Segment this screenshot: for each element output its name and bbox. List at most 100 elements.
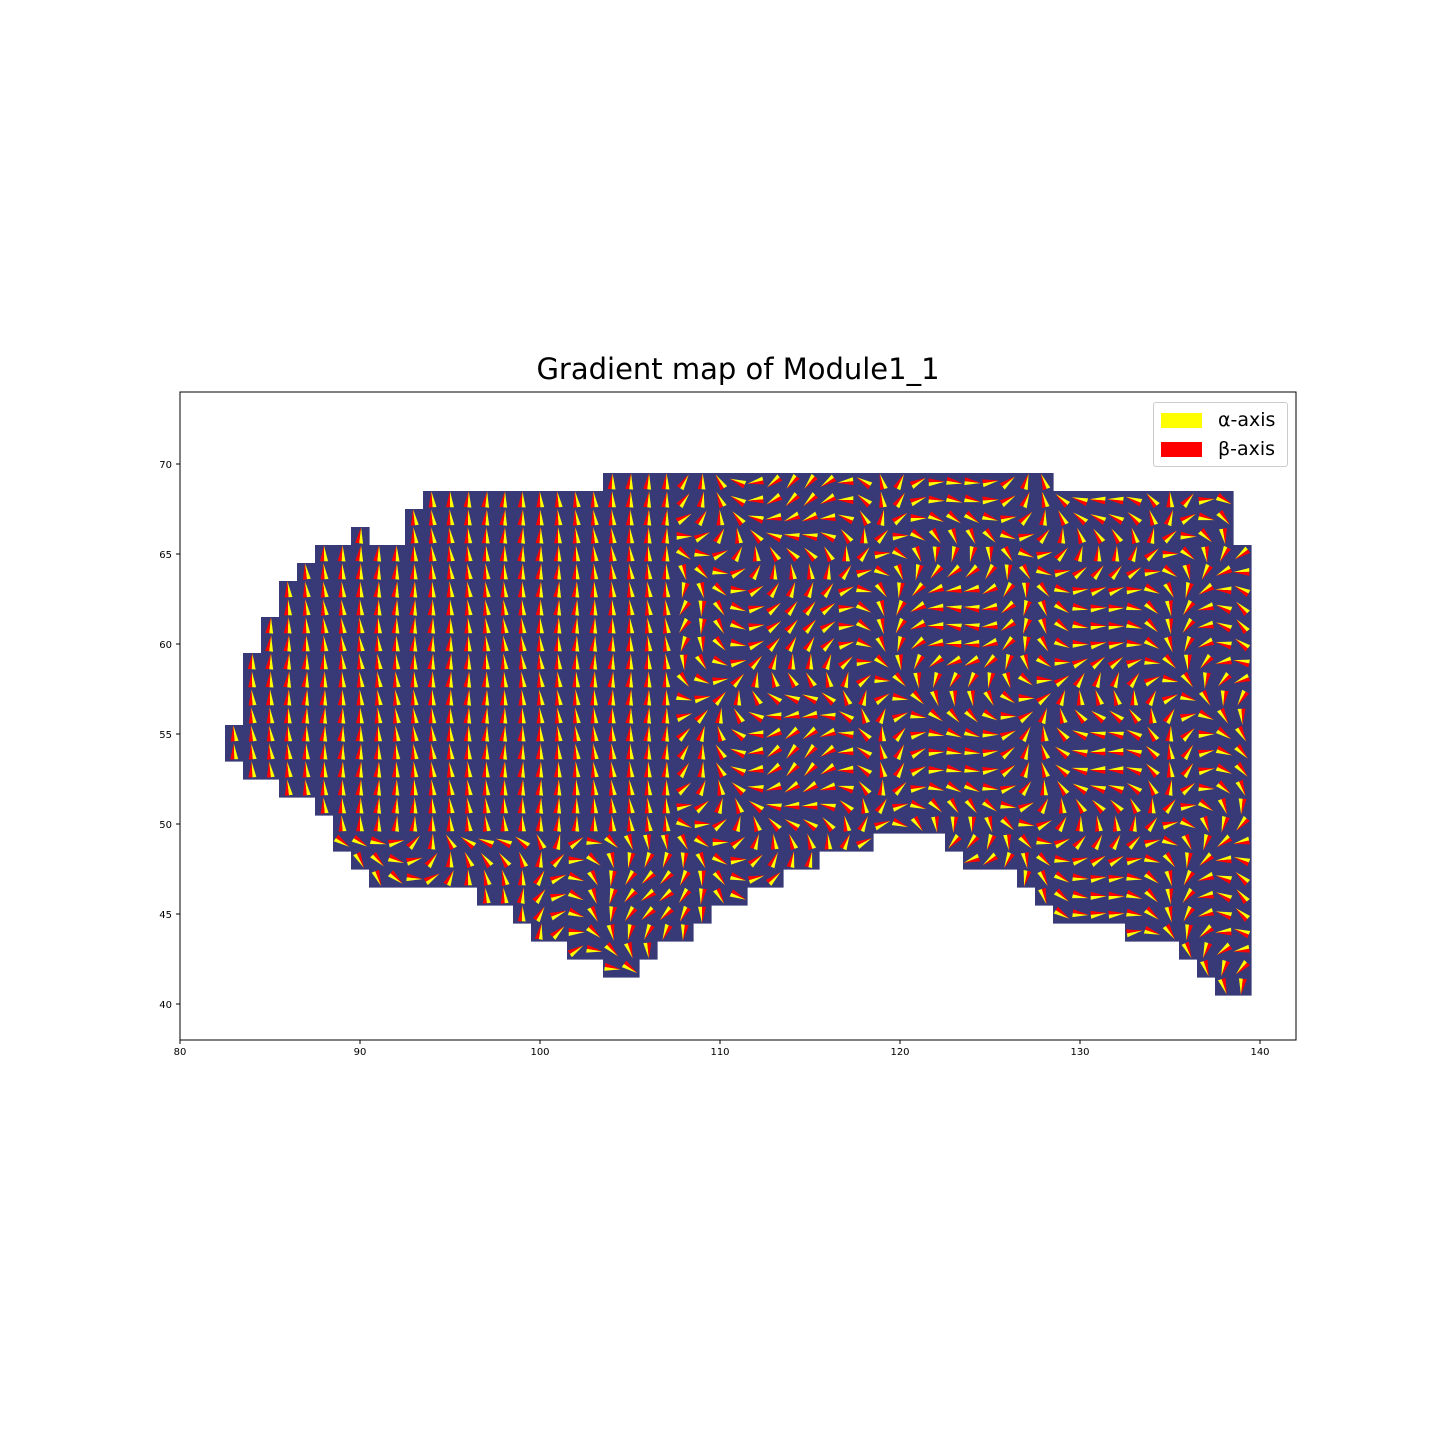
- beta-arrow-half: [338, 653, 343, 670]
- alpha-arrow-half: [773, 563, 778, 580]
- beta-arrow-half: [951, 527, 958, 545]
- beta-arrow-half: [801, 805, 818, 810]
- alpha-arrow-half: [1183, 654, 1189, 671]
- beta-arrow-half: [1235, 962, 1250, 975]
- beta-arrow-half: [481, 509, 487, 526]
- beta-arrow-half: [1071, 767, 1088, 776]
- beta-arrow-half: [838, 604, 855, 609]
- beta-arrow-half: [391, 635, 397, 652]
- alpha-arrow-half: [1180, 804, 1197, 811]
- beta-arrow-half: [891, 803, 909, 808]
- beta-arrow-half: [1090, 565, 1104, 578]
- beta-arrow-half: [1071, 730, 1087, 741]
- beta-arrow-half: [1036, 675, 1053, 681]
- alpha-arrow-half: [539, 491, 545, 508]
- alpha-arrow-half: [967, 671, 976, 688]
- alpha-arrow-half: [700, 491, 705, 508]
- alpha-arrow-half: [575, 779, 580, 796]
- beta-arrow-half: [1089, 499, 1106, 505]
- alpha-arrow-half: [323, 617, 329, 634]
- beta-arrow-half: [1197, 606, 1215, 611]
- alpha-arrow-half: [844, 671, 849, 689]
- beta-arrow-half: [928, 765, 945, 771]
- beta-arrow-half: [532, 906, 545, 921]
- beta-arrow-half: [967, 797, 978, 814]
- beta-arrow-half: [696, 725, 705, 741]
- alpha-arrow-half: [665, 509, 670, 526]
- beta-arrow-half: [1183, 907, 1196, 922]
- alpha-arrow-half: [1127, 511, 1143, 523]
- alpha-arrow-half: [1125, 623, 1143, 629]
- x-axis: 80 90 100 110 120 130 140: [174, 1040, 1270, 1058]
- beta-arrow-half: [696, 563, 709, 579]
- alpha-arrow-half: [660, 834, 668, 851]
- beta-arrow-half: [1186, 924, 1194, 941]
- alpha-arrow-half: [1091, 855, 1106, 867]
- alpha-arrow-half: [862, 797, 870, 814]
- alpha-arrow-half: [1143, 586, 1161, 594]
- alpha-arrow-half: [665, 743, 670, 760]
- beta-arrow-half: [729, 478, 745, 489]
- alpha-arrow-half: [341, 635, 347, 652]
- alpha-arrow-half: [449, 491, 454, 508]
- beta-arrow-half: [948, 510, 962, 524]
- alpha-arrow-half: [1018, 533, 1035, 542]
- alpha-arrow-half: [981, 515, 999, 521]
- alpha-arrow-half: [933, 671, 939, 689]
- alpha-arrow-half: [575, 581, 580, 598]
- alpha-arrow-half: [676, 804, 693, 812]
- beta-arrow-half: [624, 960, 638, 974]
- beta-arrow-half: [320, 581, 325, 598]
- alpha-arrow-half: [449, 797, 455, 814]
- alpha-arrow-half: [808, 851, 813, 869]
- alpha-arrow-half: [610, 779, 617, 796]
- beta-arrow-half: [337, 545, 343, 562]
- beta-arrow-half: [1125, 496, 1141, 507]
- alpha-arrow-half: [807, 833, 817, 849]
- beta-arrow-half: [875, 565, 890, 577]
- alpha-arrow-half: [716, 528, 725, 545]
- beta-arrow-half: [982, 855, 999, 866]
- beta-arrow-half: [963, 588, 980, 593]
- alpha-arrow-half: [863, 527, 868, 544]
- mask-cell-row: [279, 599, 1252, 618]
- alpha-arrow-half: [665, 491, 670, 508]
- beta-arrow-half: [947, 494, 963, 503]
- beta-arrow-half: [1217, 763, 1233, 774]
- alpha-arrow-half: [1055, 675, 1070, 688]
- beta-arrow-half: [1108, 565, 1122, 578]
- alpha-arrow-half: [804, 743, 815, 759]
- beta-arrow-half: [930, 566, 944, 579]
- alpha-arrow-half: [611, 635, 616, 652]
- beta-arrow-half: [945, 588, 962, 593]
- alpha-arrow-half: [804, 473, 815, 489]
- alpha-arrow-half: [1145, 745, 1160, 758]
- beta-arrow-half: [1186, 852, 1193, 869]
- beta-arrow-half: [302, 617, 307, 634]
- beta-arrow-half: [1004, 853, 1015, 869]
- alpha-arrow-half: [610, 545, 617, 562]
- beta-arrow-half: [463, 509, 469, 526]
- beta-arrow-half: [837, 481, 854, 486]
- beta-arrow-half: [1108, 891, 1125, 897]
- beta-arrow-half: [1056, 780, 1067, 797]
- alpha-arrow-half: [449, 707, 454, 724]
- beta-arrow-half: [911, 584, 926, 597]
- beta-arrow-half: [1108, 513, 1123, 525]
- beta-arrow-half: [1107, 656, 1124, 667]
- beta-arrow-half: [427, 617, 433, 634]
- beta-arrow-half: [517, 707, 523, 724]
- alpha-arrow-half: [699, 779, 706, 797]
- beta-arrow-half: [301, 707, 307, 724]
- alpha-arrow-half: [593, 779, 599, 796]
- beta-arrow-half: [986, 835, 997, 851]
- beta-arrow-half: [481, 671, 487, 688]
- beta-arrow-half: [1056, 618, 1069, 632]
- beta-arrow-half: [893, 546, 908, 559]
- beta-arrow-half: [964, 764, 981, 772]
- alpha-arrow-half: [1201, 546, 1208, 563]
- beta-arrow-half: [1162, 674, 1179, 682]
- beta-arrow-half: [949, 707, 960, 723]
- alpha-arrow-half: [593, 635, 598, 652]
- beta-arrow-half: [265, 671, 271, 688]
